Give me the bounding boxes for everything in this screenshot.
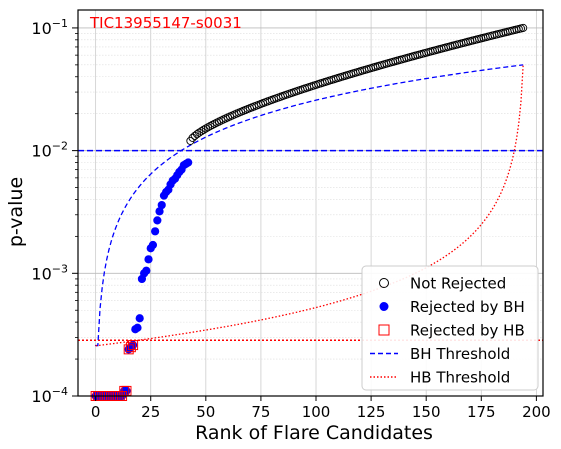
x-tick-label: 125 <box>357 403 386 421</box>
not-rejected-point <box>199 125 208 134</box>
legend-marker-hb <box>378 324 390 336</box>
plot-frame <box>77 9 544 397</box>
rejected-hb-point <box>128 340 139 351</box>
not-rejected-point <box>208 120 217 129</box>
legend-label: Rejected by BH <box>410 298 525 316</box>
y-axis-label: p-value <box>5 177 27 247</box>
hb-threshold-curve <box>95 64 524 347</box>
rejected-bh-point <box>184 158 193 167</box>
bh-threshold-curve <box>94 64 524 347</box>
x-tick-label: 150 <box>412 403 441 421</box>
axes: 0 25 50 75 100 125 150 175 200 10−4 10−3 10−2 10−1 <box>31 17 550 421</box>
y-tick-label: 10−4 <box>31 385 68 406</box>
chart-annotation: TIC13955147-s0031 <box>89 14 242 32</box>
not-rejected-point <box>195 128 204 137</box>
x-tick-label: 100 <box>302 403 331 421</box>
not-rejected-point <box>210 119 219 128</box>
x-tick-label: 75 <box>251 403 270 421</box>
threshold-curves <box>94 64 524 347</box>
not-rejected-point <box>203 123 213 132</box>
legend: Not Rejected Rejected by BH Rejected by HB… <box>361 265 539 391</box>
rejected-bh-point <box>148 240 158 250</box>
threshold-horizontal-lines <box>78 149 543 341</box>
legend-marker-not-rejected <box>379 278 389 288</box>
not-rejected-point <box>519 23 528 32</box>
not-rejected-point <box>206 122 215 131</box>
legend-label: Not Rejected <box>410 275 506 293</box>
x-tick-label: 200 <box>522 403 551 421</box>
x-tick-label: 50 <box>196 403 215 421</box>
not-rejected-point <box>192 130 202 139</box>
x-axis-label: Rank of Flare Candidates <box>195 422 433 444</box>
rejected-bh-point <box>144 255 153 264</box>
rejected-bh-point <box>133 323 142 332</box>
y-tick-label: 10−3 <box>31 262 68 283</box>
data-points <box>90 23 528 401</box>
y-tick-label: 10−1 <box>31 17 68 38</box>
legend-label: Rejected by HB <box>410 322 525 340</box>
y-tick-label: 10−2 <box>31 140 68 161</box>
rejected-bh-point <box>157 200 166 210</box>
rejected-bh-point <box>135 314 144 323</box>
x-tick-label: 175 <box>467 403 496 421</box>
legend-label: BH Threshold <box>410 345 510 363</box>
legend-label: HB Threshold <box>410 369 510 387</box>
not-rejected-point <box>197 127 206 136</box>
legend-marker-bh <box>379 302 389 311</box>
rejected-bh-point <box>153 216 162 225</box>
rejected-bh-point <box>151 227 160 236</box>
rejected-hb-point <box>125 342 136 353</box>
x-tick-label: 0 <box>91 403 101 421</box>
not-rejected-point <box>201 124 210 133</box>
legend-box <box>361 265 539 391</box>
x-tick-label: 25 <box>141 403 160 421</box>
rejected-bh-point <box>142 266 151 275</box>
